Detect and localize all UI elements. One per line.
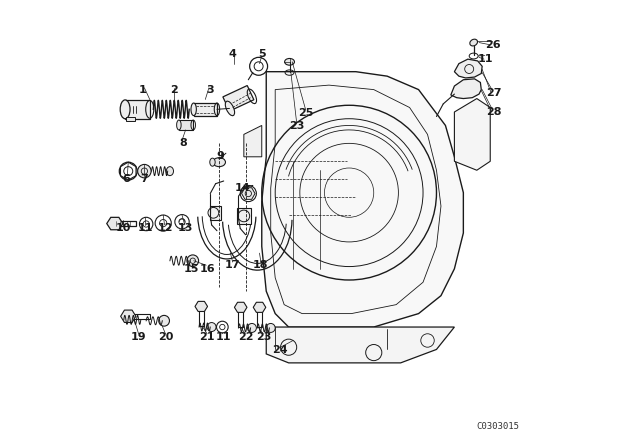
Text: 23: 23 — [289, 121, 305, 131]
Circle shape — [159, 315, 170, 326]
Text: 11: 11 — [478, 54, 493, 64]
Polygon shape — [244, 125, 262, 157]
Polygon shape — [451, 79, 481, 99]
Text: 13: 13 — [178, 224, 193, 233]
Text: 1: 1 — [139, 86, 147, 95]
Text: 21: 21 — [199, 332, 215, 342]
Text: 28: 28 — [486, 107, 502, 117]
Bar — [127, 117, 136, 121]
Ellipse shape — [470, 39, 477, 46]
Polygon shape — [107, 217, 123, 230]
Circle shape — [138, 164, 151, 178]
Text: 12: 12 — [157, 224, 173, 233]
Ellipse shape — [285, 59, 294, 65]
Ellipse shape — [191, 103, 196, 116]
Bar — [125, 100, 150, 119]
Bar — [239, 308, 243, 327]
Text: 9: 9 — [216, 151, 225, 161]
Ellipse shape — [120, 100, 130, 119]
Text: 22: 22 — [238, 332, 254, 342]
Text: 19: 19 — [131, 332, 147, 342]
Text: 6: 6 — [122, 174, 131, 184]
Text: 17: 17 — [225, 260, 241, 270]
Text: C0303015: C0303015 — [477, 422, 520, 431]
Bar — [128, 314, 150, 319]
Polygon shape — [253, 302, 266, 312]
Ellipse shape — [210, 158, 215, 166]
Bar — [115, 221, 136, 226]
Text: 27: 27 — [486, 88, 502, 98]
Polygon shape — [242, 188, 255, 199]
Bar — [257, 308, 262, 327]
Text: 8: 8 — [179, 138, 188, 148]
Bar — [194, 103, 217, 116]
Polygon shape — [266, 327, 454, 363]
Polygon shape — [121, 310, 136, 323]
Circle shape — [187, 255, 198, 267]
Polygon shape — [454, 99, 490, 170]
Ellipse shape — [177, 120, 181, 130]
Polygon shape — [454, 59, 482, 78]
Text: 18: 18 — [252, 260, 268, 270]
Bar — [199, 307, 204, 326]
Text: 11: 11 — [216, 332, 232, 342]
Text: 5: 5 — [258, 49, 266, 59]
Text: 14: 14 — [235, 183, 250, 193]
Text: 2: 2 — [170, 86, 179, 95]
Bar — [179, 120, 193, 130]
Text: 26: 26 — [484, 40, 500, 50]
Text: 11: 11 — [138, 224, 153, 233]
Bar — [210, 206, 221, 220]
Text: 25: 25 — [298, 108, 314, 118]
Text: 10: 10 — [115, 224, 131, 233]
Polygon shape — [262, 72, 463, 327]
Circle shape — [248, 323, 257, 332]
Text: 16: 16 — [199, 264, 215, 274]
Text: 23: 23 — [256, 332, 272, 342]
Ellipse shape — [166, 167, 173, 176]
Text: 20: 20 — [157, 332, 173, 342]
Text: 24: 24 — [272, 345, 287, 355]
Text: 15: 15 — [184, 264, 199, 274]
Text: 3: 3 — [207, 86, 214, 95]
Bar — [237, 208, 251, 224]
Bar — [223, 86, 254, 111]
Circle shape — [207, 323, 216, 332]
Polygon shape — [234, 302, 247, 312]
Polygon shape — [195, 302, 207, 311]
Circle shape — [266, 323, 275, 332]
Text: 4: 4 — [228, 49, 237, 59]
Ellipse shape — [213, 158, 225, 167]
Ellipse shape — [225, 101, 235, 116]
Text: 7: 7 — [141, 174, 148, 184]
